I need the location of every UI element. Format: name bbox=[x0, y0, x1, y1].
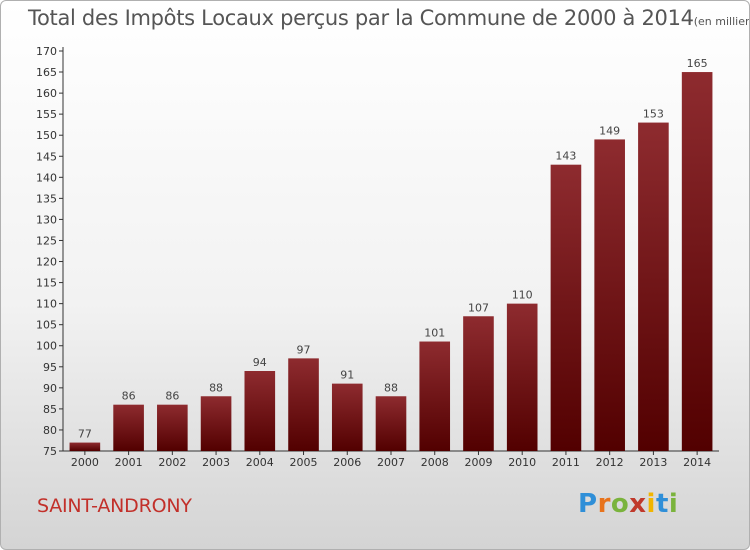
y-tick-label: 115 bbox=[36, 277, 57, 290]
y-tick-label: 130 bbox=[36, 213, 57, 226]
y-tick-label: 165 bbox=[36, 66, 57, 79]
x-tick-label-2011: 2011 bbox=[552, 456, 580, 469]
bar-2004 bbox=[244, 371, 276, 451]
commune-name: SAINT-ANDRONY bbox=[37, 495, 192, 517]
data-label-2013: 153 bbox=[643, 108, 664, 121]
bar-2001 bbox=[113, 404, 144, 451]
x-tick-label-2005: 2005 bbox=[290, 456, 318, 469]
x-tick-label-2012: 2012 bbox=[596, 456, 624, 469]
bar-2007 bbox=[375, 396, 407, 451]
y-tick-label: 170 bbox=[36, 45, 57, 58]
x-tick-label-2002: 2002 bbox=[158, 456, 186, 469]
bar-2013 bbox=[638, 122, 669, 451]
bar-2002 bbox=[157, 404, 188, 451]
y-tick-label: 75 bbox=[43, 445, 57, 458]
logo-letter: t bbox=[655, 489, 669, 519]
data-label-2011: 143 bbox=[555, 150, 576, 163]
x-tick-label-2004: 2004 bbox=[246, 456, 274, 469]
x-tick-label-2003: 2003 bbox=[202, 456, 230, 469]
y-tick-label: 150 bbox=[36, 129, 57, 142]
bar-2010 bbox=[506, 303, 538, 451]
x-tick-label-2006: 2006 bbox=[333, 456, 361, 469]
x-tick-label-2009: 2009 bbox=[464, 456, 492, 469]
y-tick-label: 105 bbox=[36, 319, 57, 332]
logo-letter: o bbox=[610, 489, 630, 519]
x-tick-label-2007: 2007 bbox=[377, 456, 405, 469]
bar-2005 bbox=[288, 358, 319, 451]
logo-letter: x bbox=[629, 489, 647, 519]
bar-2012 bbox=[594, 139, 625, 451]
data-label-2001: 86 bbox=[122, 390, 136, 403]
bar-2006 bbox=[331, 383, 363, 451]
logo-letter: P bbox=[578, 489, 598, 519]
proxiti-logo: Proxiti bbox=[578, 489, 678, 519]
y-tick-label: 80 bbox=[43, 424, 57, 437]
bar-2014 bbox=[681, 72, 713, 451]
chart-title: Total des Impôts Locaux perçus par la Co… bbox=[28, 6, 694, 30]
chart-title-block: Total des Impôts Locaux perçus par la Co… bbox=[28, 6, 750, 30]
data-label-2014: 165 bbox=[687, 57, 708, 70]
y-tick-label: 160 bbox=[36, 87, 57, 100]
data-label-2004: 94 bbox=[253, 356, 267, 369]
y-tick-label: 110 bbox=[36, 298, 57, 311]
y-tick-label: 85 bbox=[43, 403, 57, 416]
bar-2009 bbox=[463, 316, 494, 451]
x-tick-label-2000: 2000 bbox=[71, 456, 99, 469]
bar-2003 bbox=[200, 396, 232, 451]
data-label-2002: 86 bbox=[165, 390, 179, 403]
chart-unit: (en milliers d'€) bbox=[693, 15, 750, 28]
data-label-2003: 88 bbox=[209, 381, 223, 394]
bar-2011 bbox=[550, 164, 582, 451]
x-tick-label-2013: 2013 bbox=[639, 456, 667, 469]
data-label-2007: 88 bbox=[384, 381, 398, 394]
data-label-2008: 101 bbox=[424, 327, 445, 340]
y-tick-label: 135 bbox=[36, 192, 57, 205]
bar-2008 bbox=[419, 341, 451, 451]
data-label-2009: 107 bbox=[468, 301, 489, 314]
y-tick-label: 95 bbox=[43, 361, 57, 374]
x-tick-label-2010: 2010 bbox=[508, 456, 536, 469]
y-tick-label: 125 bbox=[36, 234, 57, 247]
y-tick-label: 120 bbox=[36, 256, 57, 269]
x-tick-label-2001: 2001 bbox=[115, 456, 143, 469]
y-tick-label: 155 bbox=[36, 108, 57, 121]
data-label-2005: 97 bbox=[297, 343, 311, 356]
data-label-2012: 149 bbox=[599, 124, 620, 137]
data-label-2010: 110 bbox=[512, 289, 533, 302]
y-tick-label: 100 bbox=[36, 340, 57, 353]
x-tick-label-2008: 2008 bbox=[421, 456, 449, 469]
data-label-2006: 91 bbox=[340, 369, 354, 382]
logo-letter: i bbox=[668, 489, 679, 519]
y-tick-label: 145 bbox=[36, 150, 57, 163]
x-tick-label-2014: 2014 bbox=[683, 456, 711, 469]
bar-2000 bbox=[69, 442, 101, 451]
data-label-2000: 77 bbox=[78, 428, 92, 441]
logo-letter: r bbox=[597, 489, 611, 519]
logo-letter: i bbox=[646, 489, 656, 519]
y-tick-label: 90 bbox=[43, 382, 57, 395]
y-tick-label: 140 bbox=[36, 171, 57, 184]
